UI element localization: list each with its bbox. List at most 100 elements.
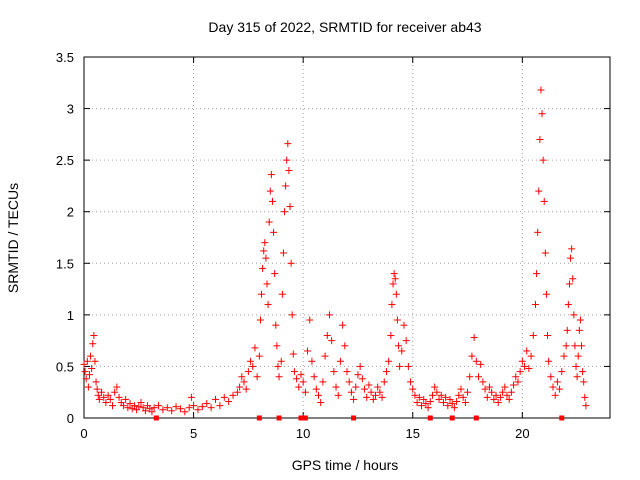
data-point (481, 385, 489, 393)
data-point (556, 385, 564, 393)
data-point (350, 395, 358, 403)
data-point (477, 360, 485, 368)
data-point (367, 388, 375, 396)
data-point (581, 393, 589, 401)
x-axis-label: GPS time / hours (292, 457, 399, 473)
data-point (273, 342, 281, 350)
data-point (150, 404, 158, 412)
data-point (124, 404, 132, 412)
data-point (336, 357, 344, 365)
plot-frame (83, 56, 611, 419)
data-point (306, 316, 314, 324)
data-point (523, 347, 531, 355)
data-point (387, 331, 395, 339)
data-point (339, 321, 347, 329)
data-point (521, 362, 529, 370)
data-point (270, 228, 278, 236)
data-point (115, 393, 123, 401)
data-point (190, 402, 198, 410)
data-point (415, 393, 423, 401)
data-point (229, 391, 237, 399)
data-point (470, 334, 478, 342)
data-point (135, 403, 143, 411)
data-point (256, 316, 264, 324)
data-point (92, 378, 100, 386)
data-point (568, 245, 576, 253)
data-point (159, 406, 167, 414)
data-point (119, 402, 127, 410)
data-point (378, 393, 386, 401)
y-tick-label: 1.5 (56, 256, 74, 271)
data-point (391, 275, 399, 283)
x-tick-label: 20 (515, 426, 529, 441)
data-point (297, 371, 305, 379)
data-point (503, 391, 511, 399)
data-point (494, 399, 502, 407)
data-point (582, 402, 590, 410)
data-point (446, 395, 454, 403)
data-point (225, 397, 233, 405)
data-point (198, 403, 206, 411)
data-point (490, 395, 498, 403)
data-point (461, 399, 469, 407)
data-point (492, 391, 500, 399)
data-point (376, 388, 384, 396)
data-point (572, 362, 580, 370)
data-point (534, 228, 542, 236)
data-point (544, 331, 552, 339)
data-point (255, 352, 263, 360)
data-point (529, 331, 537, 339)
data-point (565, 280, 573, 288)
data-point (288, 311, 296, 319)
data-point (347, 388, 355, 396)
data-point (176, 405, 184, 413)
data-point (89, 340, 97, 348)
zero-marker (427, 415, 433, 421)
data-point (535, 187, 543, 195)
data-point (264, 301, 272, 309)
data-point (428, 391, 436, 399)
data-point (272, 321, 280, 329)
data-point (537, 86, 545, 94)
data-point (496, 393, 504, 401)
data-point (304, 347, 312, 355)
data-point (85, 371, 93, 379)
data-point (545, 357, 553, 365)
data-point (455, 391, 463, 399)
data-point (393, 316, 401, 324)
data-point (499, 388, 507, 396)
data-point (111, 388, 119, 396)
data-point (94, 391, 102, 399)
data-point (187, 393, 195, 401)
data-point (356, 362, 364, 370)
data-point (389, 280, 397, 288)
data-point (279, 249, 287, 257)
data-point (293, 375, 301, 383)
data-point (431, 383, 439, 391)
data-point (388, 301, 396, 309)
zero-marker (298, 415, 304, 421)
data-point (395, 342, 403, 350)
data-point (573, 373, 581, 381)
data-point (531, 301, 539, 309)
data-point (168, 407, 176, 415)
data-point (539, 156, 547, 164)
data-point (317, 399, 325, 407)
data-point (507, 388, 515, 396)
data-point (84, 383, 92, 391)
data-point (308, 357, 316, 365)
data-point (260, 247, 268, 255)
data-point (148, 408, 156, 416)
data-point (516, 368, 524, 376)
data-point (533, 270, 541, 278)
data-point (551, 391, 559, 399)
data-point (284, 140, 292, 148)
data-point (450, 404, 458, 412)
data-point (390, 270, 398, 278)
data-point (579, 368, 587, 376)
y-tick-label: 3.5 (56, 50, 74, 65)
data-point (185, 404, 193, 412)
data-point (163, 404, 171, 412)
data-point (418, 402, 426, 410)
